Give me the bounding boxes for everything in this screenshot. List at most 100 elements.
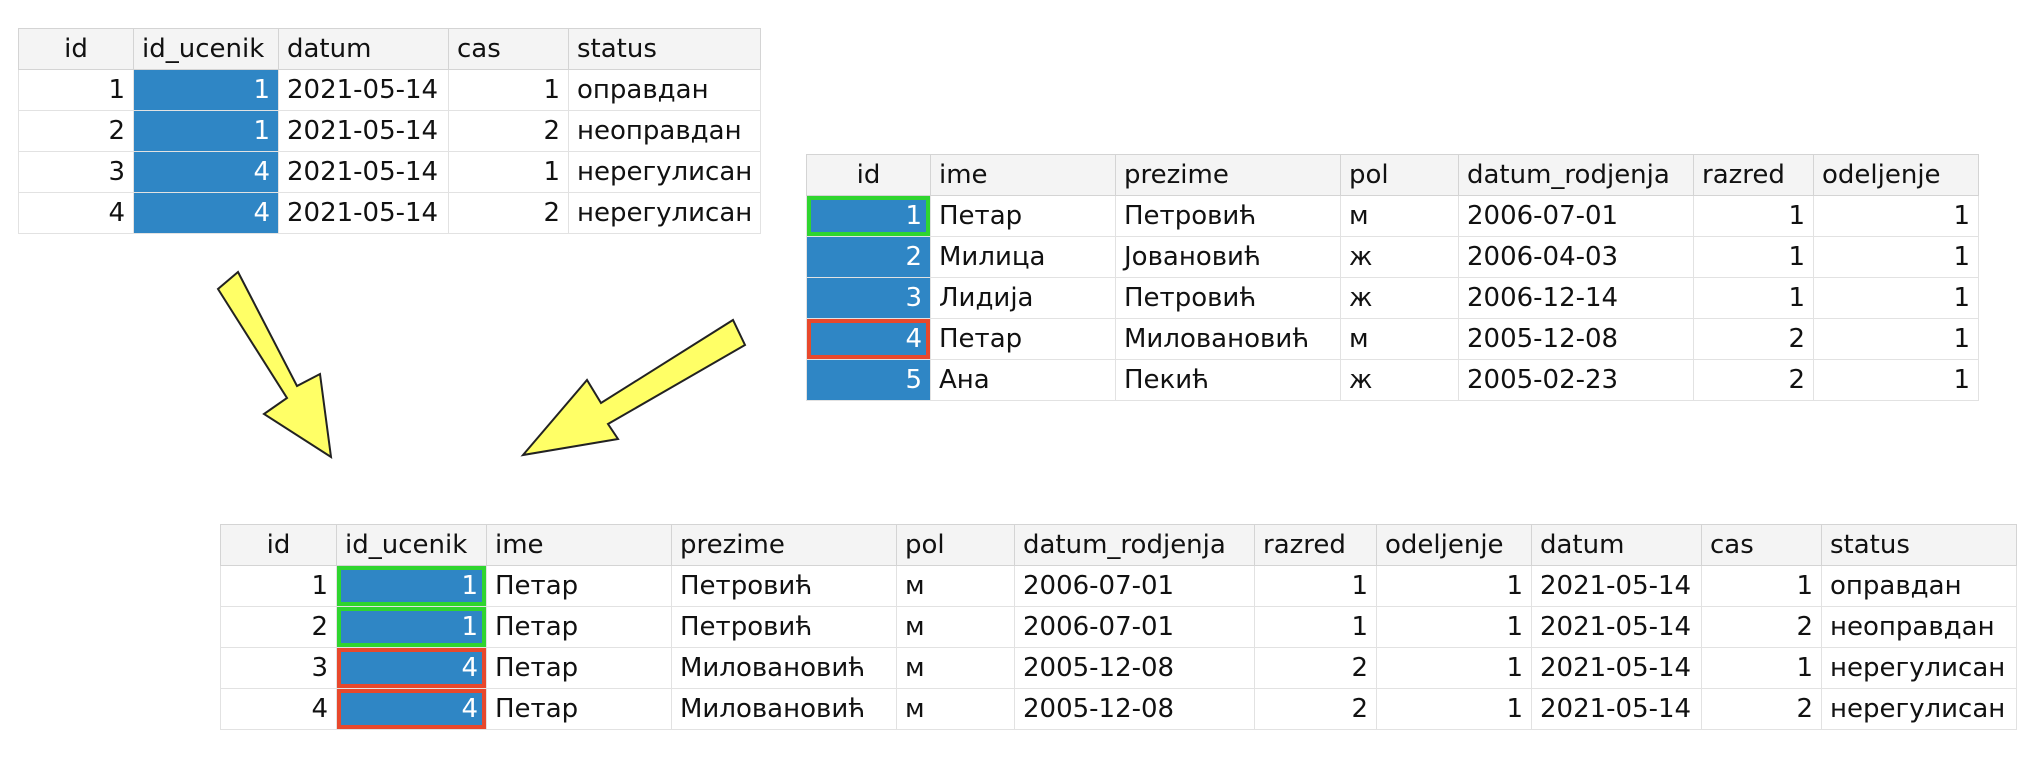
table-row[interactable]: 1 1 2021-05-14 1 оправдан [18,69,761,111]
cell-razred[interactable]: 1 [1693,236,1814,278]
table-row[interactable]: 4 4 2021-05-14 2 нерегулисан [18,192,761,234]
cell-razred[interactable]: 1 [1254,606,1377,648]
cell-pol[interactable]: ж [1340,236,1459,278]
table-row[interactable]: 4 4 Петар Миловановић м 2005-12-08 2 1 2… [220,688,2017,730]
cell-id[interactable]: 2 [806,236,931,278]
cell-datum[interactable]: 2021-05-14 [1531,647,1702,689]
cell-prezime[interactable]: Пекић [1115,359,1341,401]
col-header-ime[interactable]: ime [486,524,672,566]
table-row[interactable]: 2 1 2021-05-14 2 неоправдан [18,110,761,152]
cell-prezime[interactable]: Петровић [671,606,897,648]
cell-odeljenje[interactable]: 1 [1813,318,1979,360]
cell-status[interactable]: нерегулисан [568,151,761,193]
cell-pol[interactable]: м [896,647,1015,689]
cell-datum-rodjenja[interactable]: 2005-12-08 [1014,647,1255,689]
col-header-razred[interactable]: razred [1254,524,1377,566]
col-header-id[interactable]: id [18,28,134,70]
cell-id-ucenik[interactable]: 1 [133,110,279,152]
cell-cas[interactable]: 2 [448,192,569,234]
cell-ime[interactable]: Петар [486,606,672,648]
cell-prezime[interactable]: Миловановић [1115,318,1341,360]
cell-datum-rodjenja[interactable]: 2006-12-14 [1458,277,1694,319]
cell-razred[interactable]: 1 [1693,195,1814,237]
cell-id[interactable]: 4 [806,318,931,360]
cell-datum-rodjenja[interactable]: 2005-12-08 [1458,318,1694,360]
cell-id-ucenik[interactable]: 4 [133,151,279,193]
col-header-id[interactable]: id [220,524,337,566]
col-header-status[interactable]: status [1821,524,2017,566]
cell-status[interactable]: неоправдан [1821,606,2017,648]
cell-odeljenje[interactable]: 1 [1376,606,1532,648]
cell-ime[interactable]: Петар [486,647,672,689]
cell-status[interactable]: неоправдан [568,110,761,152]
cell-odeljenje[interactable]: 1 [1813,277,1979,319]
cell-datum[interactable]: 2021-05-14 [278,151,449,193]
cell-odeljenje[interactable]: 1 [1376,647,1532,689]
cell-id[interactable]: 1 [18,69,134,111]
cell-datum[interactable]: 2021-05-14 [1531,565,1702,607]
cell-ime[interactable]: Ана [930,359,1116,401]
cell-ime[interactable]: Петар [930,318,1116,360]
col-header-datum-rodjenja[interactable]: datum_rodjenja [1014,524,1255,566]
table-row[interactable]: 1 Петар Петровић м 2006-07-01 1 1 [806,195,1979,237]
cell-odeljenje[interactable]: 1 [1813,236,1979,278]
col-header-prezime[interactable]: prezime [671,524,897,566]
cell-cas[interactable]: 1 [1701,565,1822,607]
cell-pol[interactable]: м [1340,195,1459,237]
cell-prezime[interactable]: Петровић [1115,195,1341,237]
cell-ime[interactable]: Петар [930,195,1116,237]
cell-datum[interactable]: 2021-05-14 [1531,606,1702,648]
cell-odeljenje[interactable]: 1 [1376,688,1532,730]
cell-id-ucenik[interactable]: 1 [336,606,487,648]
table-row[interactable]: 2 Милица Јовановић ж 2006-04-03 1 1 [806,236,1979,278]
cell-id-ucenik[interactable]: 4 [336,647,487,689]
cell-cas[interactable]: 1 [448,69,569,111]
table-row[interactable]: 1 1 Петар Петровић м 2006-07-01 1 1 2021… [220,565,2017,607]
cell-status[interactable]: нерегулисан [1821,647,2017,689]
cell-pol[interactable]: м [896,565,1015,607]
cell-id[interactable]: 3 [18,151,134,193]
cell-datum-rodjenja[interactable]: 2006-07-01 [1014,606,1255,648]
cell-datum-rodjenja[interactable]: 2006-07-01 [1458,195,1694,237]
cell-id[interactable]: 1 [220,565,337,607]
cell-id[interactable]: 2 [220,606,337,648]
cell-id[interactable]: 4 [220,688,337,730]
cell-datum-rodjenja[interactable]: 2006-07-01 [1014,565,1255,607]
cell-status[interactable]: нерегулисан [568,192,761,234]
cell-datum-rodjenja[interactable]: 2005-02-23 [1458,359,1694,401]
col-header-odeljenje[interactable]: odeljenje [1813,154,1979,196]
cell-prezime[interactable]: Миловановић [671,688,897,730]
cell-razred[interactable]: 2 [1693,318,1814,360]
cell-cas[interactable]: 2 [1701,688,1822,730]
col-header-cas[interactable]: cas [1701,524,1822,566]
cell-id[interactable]: 4 [18,192,134,234]
cell-id-ucenik[interactable]: 1 [336,565,487,607]
col-header-status[interactable]: status [568,28,761,70]
col-header-prezime[interactable]: prezime [1115,154,1341,196]
col-header-pol[interactable]: pol [1340,154,1459,196]
cell-ime[interactable]: Лидија [930,277,1116,319]
cell-prezime[interactable]: Петровић [1115,277,1341,319]
cell-status[interactable]: оправдан [1821,565,2017,607]
cell-cas[interactable]: 2 [448,110,569,152]
cell-id[interactable]: 3 [220,647,337,689]
cell-status[interactable]: нерегулисан [1821,688,2017,730]
cell-datum-rodjenja[interactable]: 2006-04-03 [1458,236,1694,278]
cell-odeljenje[interactable]: 1 [1376,565,1532,607]
col-header-datum[interactable]: datum [1531,524,1702,566]
cell-id-ucenik[interactable]: 4 [133,192,279,234]
cell-datum-rodjenja[interactable]: 2005-12-08 [1014,688,1255,730]
col-header-razred[interactable]: razred [1693,154,1814,196]
cell-razred[interactable]: 1 [1693,277,1814,319]
cell-razred[interactable]: 1 [1254,565,1377,607]
cell-id[interactable]: 1 [806,195,931,237]
cell-prezime[interactable]: Јовановић [1115,236,1341,278]
cell-ime[interactable]: Петар [486,565,672,607]
cell-odeljenje[interactable]: 1 [1813,359,1979,401]
cell-datum[interactable]: 2021-05-14 [278,69,449,111]
cell-prezime[interactable]: Миловановић [671,647,897,689]
col-header-pol[interactable]: pol [896,524,1015,566]
cell-id[interactable]: 5 [806,359,931,401]
table-row[interactable]: 4 Петар Миловановић м 2005-12-08 2 1 [806,318,1979,360]
cell-status[interactable]: оправдан [568,69,761,111]
